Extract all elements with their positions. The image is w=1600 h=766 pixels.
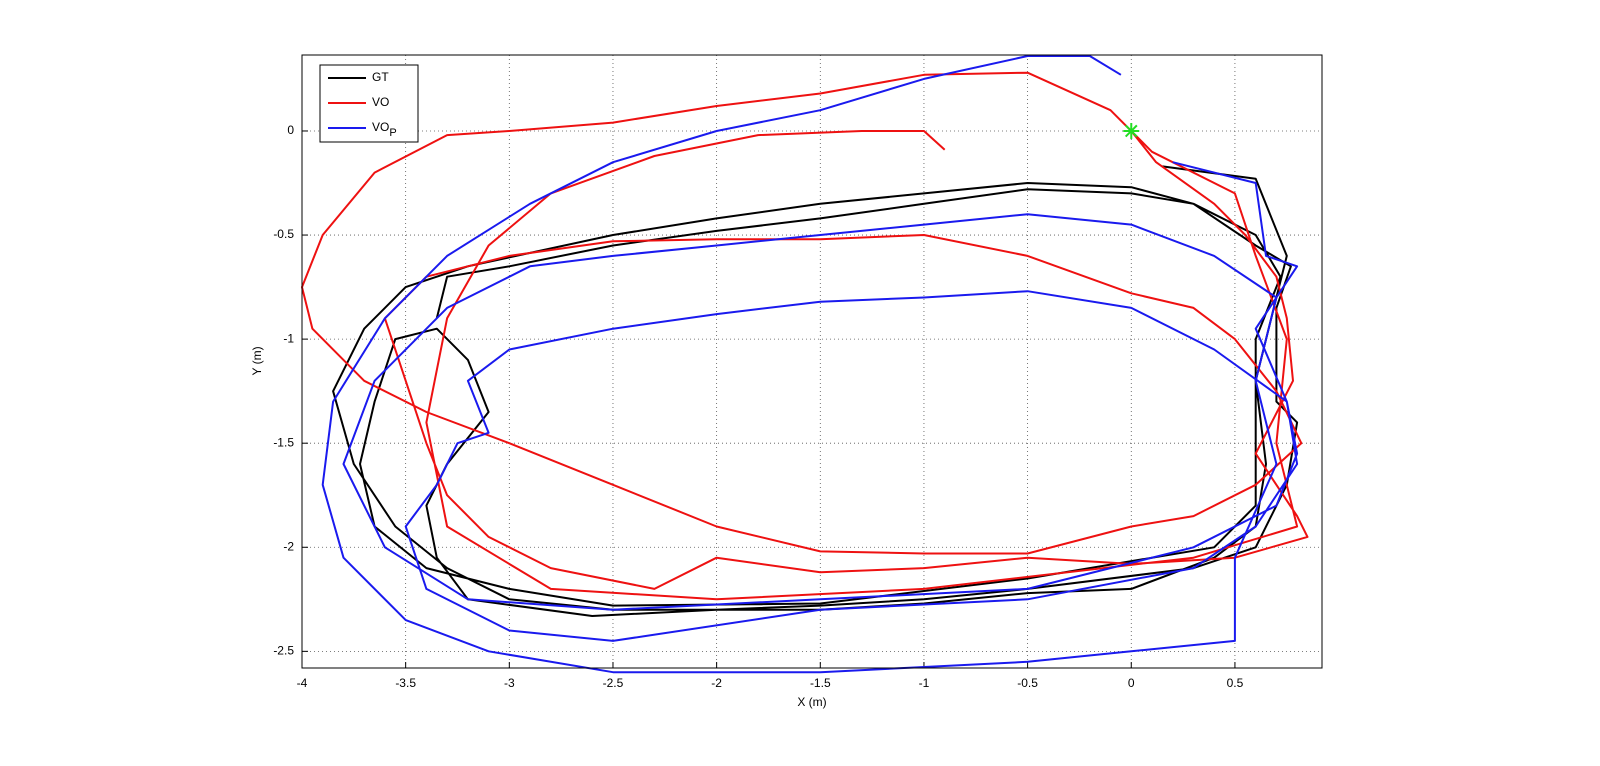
x-tick-label: -1.5 [810, 676, 831, 690]
x-tick-label: -0.5 [1017, 676, 1038, 690]
x-tick-label: -3.5 [395, 676, 416, 690]
y-tick-label: -0.5 [273, 227, 294, 241]
grid: -4 -3.5 -3 -2.5 -2 -1.5 -1 -0.5 0 0.5 -2.5 -2 -1.5 -1… [273, 55, 1322, 690]
y-axis-label: Y (m) [250, 346, 264, 375]
x-tick-label: -2.5 [603, 676, 624, 690]
y-tick-label: -2.5 [273, 644, 294, 658]
y-tick-label: -1.5 [273, 435, 294, 449]
legend-label: VO [372, 95, 389, 109]
start-marker [1123, 122, 1140, 139]
y-tick-label: 0 [287, 123, 294, 137]
x-axis-label: X (m) [797, 695, 826, 709]
trajectory-line [301, 71, 1309, 601]
x-tick-label: -3 [504, 676, 515, 690]
x-tick-label: 0.5 [1227, 676, 1244, 690]
x-tick-label: 0 [1128, 676, 1135, 690]
x-tick-label: -1 [919, 676, 930, 690]
trajectory-line [321, 55, 1299, 674]
x-tick-label: -4 [297, 676, 308, 690]
lines [301, 55, 1309, 674]
y-tick-label: -2 [283, 539, 294, 553]
marker-stroke [1124, 124, 1138, 138]
legend-label: GT [372, 70, 389, 84]
legend: GT VO VOP [319, 64, 419, 143]
plot-frame [301, 54, 1323, 669]
x-tick-label: -2 [711, 676, 722, 690]
legend-label: VOP [372, 120, 397, 139]
trajectory-line [332, 165, 1299, 617]
y-tick-label: -1 [283, 331, 294, 345]
